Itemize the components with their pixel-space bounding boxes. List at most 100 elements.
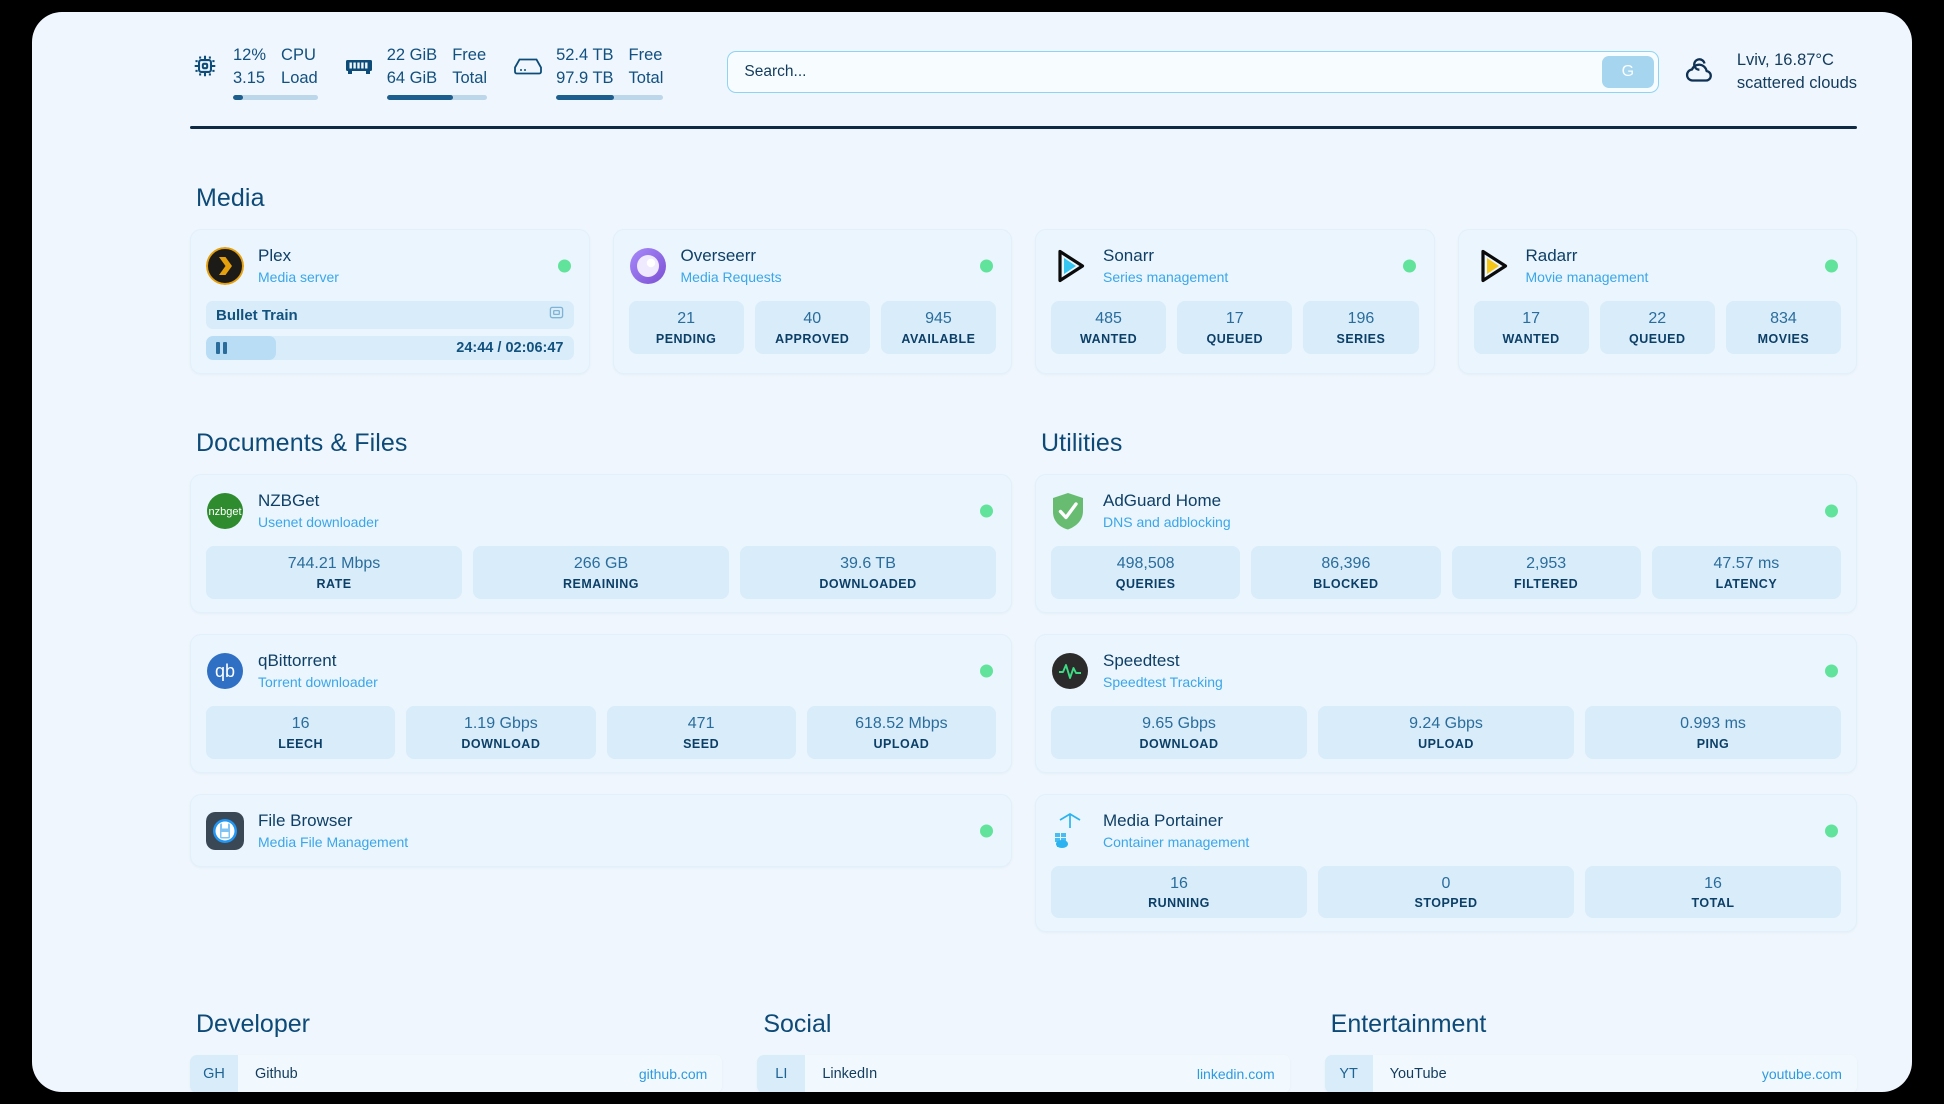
main-content: Media Plex Media server bbox=[32, 184, 1912, 1092]
cpu-load-value: 3.15 bbox=[233, 68, 266, 87]
stat-value: 1.19 Gbps bbox=[463, 714, 538, 732]
stat-chip: 0 STOPPED bbox=[1318, 865, 1574, 919]
overseerr-icon bbox=[629, 247, 667, 285]
bookmarks-section: Developer GH Github github.com SO StackO… bbox=[190, 1010, 1857, 1092]
card-header: Sonarr Series management bbox=[1051, 244, 1419, 288]
search-input[interactable]: Search... G bbox=[727, 51, 1659, 93]
stat-chip: 744.21 Mbps RATE bbox=[206, 546, 462, 599]
bookmark-group-title: Social bbox=[763, 1010, 832, 1039]
cloudy-icon bbox=[1681, 55, 1721, 90]
stat-label: APPROVED bbox=[775, 331, 850, 346]
stat-label: QUERIES bbox=[1115, 576, 1176, 591]
sonarr-icon bbox=[1051, 247, 1089, 285]
stat-value: 485 bbox=[1095, 310, 1122, 327]
stat-chip: 9.65 Gbps DOWNLOAD bbox=[1051, 705, 1307, 759]
memory-usage-bar bbox=[386, 94, 488, 100]
status-indicator-online bbox=[980, 824, 993, 838]
service-name: Speedtest bbox=[1103, 650, 1180, 670]
stat-chip: 16 TOTAL bbox=[1585, 865, 1841, 919]
top-bar: 12% 3.15 CPU Load bbox=[32, 12, 1912, 106]
speedtest-icon bbox=[1051, 652, 1089, 690]
stat-chip: 22 QUEUED bbox=[1599, 301, 1715, 354]
status-indicator-online bbox=[1825, 664, 1838, 678]
bookmark-url[interactable]: linkedin.com bbox=[1196, 1066, 1275, 1083]
playback-progress-bar[interactable]: 24:44 / 02:06:47 bbox=[206, 336, 574, 360]
qbittorrent-icon: qb bbox=[206, 652, 244, 690]
disk-stat[interactable]: 52.4 TB 97.9 TB Free Total bbox=[513, 44, 689, 100]
service-card-adguard-home[interactable]: AdGuard Home DNS and adblocking 498,508 … bbox=[1035, 474, 1857, 613]
stat-value: 17 bbox=[1225, 310, 1244, 327]
status-indicator-online bbox=[1825, 824, 1838, 838]
stat-label: WANTED bbox=[1080, 331, 1138, 346]
service-card-sonarr[interactable]: Sonarr Series management 485 WANTED 17 Q… bbox=[1035, 229, 1435, 374]
service-name: qBittorrent bbox=[258, 650, 337, 670]
now-playing-bar[interactable]: Bullet Train bbox=[206, 301, 574, 329]
stat-label: AVAILABLE bbox=[901, 331, 976, 346]
disk-total-label: Total bbox=[628, 68, 664, 87]
service-card-file-browser[interactable]: File Browser Media File Management bbox=[190, 793, 1012, 867]
stat-label: DOWNLOAD bbox=[1139, 736, 1219, 751]
stat-row: 744.21 Mbps RATE 266 GB REMAINING 39.6 T… bbox=[206, 546, 996, 599]
weather-widget[interactable]: Lviv, 16.87°C scattered clouds bbox=[1681, 49, 1857, 95]
cpu-stat[interactable]: 12% 3.15 CPU Load bbox=[190, 44, 344, 100]
stat-chip: 618.52 Mbps UPLOAD bbox=[806, 705, 996, 759]
hard-drive-icon bbox=[513, 49, 543, 83]
stat-chip: 471 SEED bbox=[606, 705, 796, 759]
service-card-overseerr[interactable]: Overseerr Media Requests 21 PENDING 40 A… bbox=[612, 229, 1012, 374]
stat-chip: 834 MOVIES bbox=[1725, 301, 1842, 354]
mid-titles-row: Documents & Files Utilities bbox=[190, 374, 1857, 474]
service-card-speedtest[interactable]: Speedtest Speedtest Tracking 9.65 Gbps D… bbox=[1035, 633, 1857, 773]
bookmark-url[interactable]: youtube.com bbox=[1761, 1066, 1842, 1083]
stat-label: QUEUED bbox=[1206, 331, 1263, 346]
disk-total-value: 97.9 TB bbox=[556, 68, 614, 87]
stat-chip: 86,396 BLOCKED bbox=[1251, 546, 1441, 599]
service-subtitle: Media server bbox=[258, 269, 339, 286]
card-header: AdGuard Home DNS and adblocking bbox=[1051, 489, 1841, 533]
service-card-plex[interactable]: Plex Media server Bullet Train bbox=[190, 229, 590, 374]
stat-value: 16 bbox=[291, 714, 310, 732]
utilities-column: AdGuard Home DNS and adblocking 498,508 … bbox=[1035, 474, 1857, 953]
bookmark-group-entertainment: Entertainment YT YouTube youtube.com NF … bbox=[1324, 1010, 1857, 1092]
section-title-media: Media bbox=[196, 184, 265, 212]
now-playing-title: Bullet Train bbox=[216, 306, 298, 324]
header-divider bbox=[190, 126, 1857, 129]
playback-time: 24:44 / 02:06:47 bbox=[456, 340, 564, 356]
stat-label: RATE bbox=[316, 576, 352, 591]
bookmark-item[interactable]: GH Github github.com bbox=[190, 1055, 723, 1092]
memory-stat[interactable]: 22 GiB 64 GiB Free Total bbox=[344, 44, 513, 100]
search-engine-button[interactable]: G bbox=[1601, 56, 1654, 88]
status-indicator-online bbox=[980, 504, 993, 518]
stat-value: 498,508 bbox=[1116, 555, 1175, 572]
service-card-qbittorrent[interactable]: qb qBittorrent Torrent downloader 16 LEE… bbox=[190, 633, 1012, 773]
stat-value: 40 bbox=[803, 310, 822, 327]
bookmark-item[interactable]: LI LinkedIn linkedin.com bbox=[757, 1055, 1290, 1092]
card-header: Plex Media server bbox=[206, 244, 574, 288]
stat-chip: 0.993 ms PING bbox=[1585, 705, 1841, 759]
stat-row: 9.65 Gbps DOWNLOAD 9.24 Gbps UPLOAD 0.99… bbox=[1051, 705, 1841, 759]
service-card-radarr[interactable]: Radarr Movie management 17 WANTED 22 QUE… bbox=[1457, 229, 1857, 374]
bookmark-name: LinkedIn bbox=[822, 1066, 878, 1083]
pause-icon[interactable] bbox=[216, 342, 227, 354]
service-card-media-portainer[interactable]: Media Portainer Container management 16 … bbox=[1035, 793, 1857, 933]
service-subtitle: Movie management bbox=[1525, 269, 1649, 286]
service-subtitle: Media Requests bbox=[680, 269, 782, 286]
stat-row: 498,508 QUERIES 86,396 BLOCKED 2,953 FIL… bbox=[1051, 546, 1841, 599]
bookmark-abbr: LI bbox=[757, 1055, 806, 1092]
service-subtitle: Series management bbox=[1103, 269, 1229, 286]
stat-label: RUNNING bbox=[1148, 896, 1210, 911]
stat-value: 0 bbox=[1441, 874, 1451, 892]
stat-chip: 196 SERIES bbox=[1303, 301, 1419, 354]
bookmark-url[interactable]: github.com bbox=[638, 1066, 708, 1083]
radarr-icon bbox=[1474, 247, 1512, 285]
stat-value: 16 bbox=[1704, 874, 1722, 892]
memory-free-label: Free bbox=[452, 46, 487, 65]
stat-label: DOWNLOADED bbox=[819, 576, 917, 591]
service-card-nzbget[interactable]: nzbget NZBGet Usenet downloader 744.21 M… bbox=[190, 474, 1012, 613]
stat-value: 9.24 Gbps bbox=[1409, 714, 1483, 732]
bookmark-item[interactable]: YT YouTube youtube.com bbox=[1324, 1055, 1857, 1092]
cast-icon[interactable] bbox=[549, 305, 564, 325]
status-indicator-online bbox=[1402, 259, 1416, 273]
stat-chip: 2,953 FILTERED bbox=[1451, 546, 1641, 599]
stat-chip: 17 WANTED bbox=[1473, 301, 1589, 354]
plex-icon bbox=[206, 247, 244, 285]
